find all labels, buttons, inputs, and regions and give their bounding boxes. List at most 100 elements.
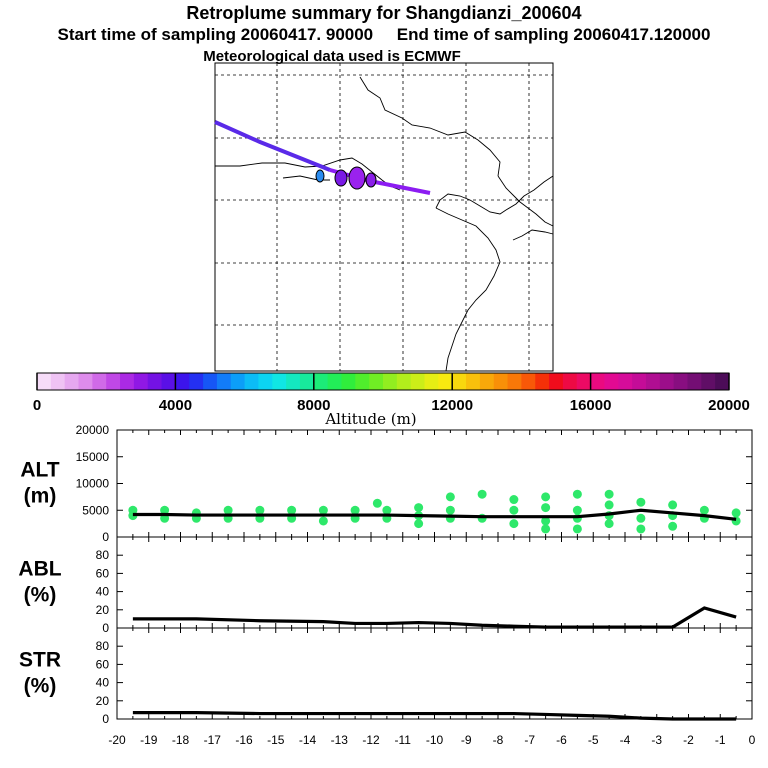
inner-border bbox=[282, 175, 330, 181]
x-tick-label: -3 bbox=[651, 733, 662, 747]
colorbar-swatch bbox=[521, 373, 536, 390]
trajectory-segment bbox=[214, 120, 331, 172]
colorbar-swatch bbox=[258, 373, 273, 390]
altitude-point bbox=[541, 516, 551, 526]
plume-blob bbox=[334, 169, 348, 187]
y-axis-title: (m) bbox=[24, 485, 57, 508]
y-tick-label: 60 bbox=[96, 566, 110, 580]
colorbar-swatch bbox=[618, 373, 633, 390]
x-tick-label: -20 bbox=[108, 733, 126, 747]
x-tick-label: -7 bbox=[524, 733, 535, 747]
x-tick-label: -16 bbox=[235, 733, 253, 747]
colorbar-swatch bbox=[549, 373, 564, 390]
sampling-time-line: Start time of sampling 20060417. 90000 E… bbox=[57, 25, 711, 44]
y-tick-label: 20 bbox=[96, 694, 110, 708]
colorbar-swatch bbox=[715, 373, 730, 390]
coastline-east bbox=[497, 175, 554, 227]
colorbar-swatch bbox=[479, 373, 495, 390]
colorbar-swatch bbox=[396, 373, 412, 390]
colorbar-swatch bbox=[299, 373, 315, 390]
panel-str: 0 20 40 60 80 STR (%) bbox=[19, 627, 753, 726]
colorbar-swatch bbox=[341, 373, 356, 390]
y-axis-title: (%) bbox=[24, 675, 57, 698]
y-tick-label: 80 bbox=[96, 548, 110, 562]
altitude-point bbox=[668, 521, 678, 531]
map-gridlines bbox=[215, 63, 553, 371]
y-tick-label: 20 bbox=[96, 603, 110, 617]
colorbar-swatch bbox=[410, 373, 426, 390]
series-line bbox=[132, 711, 737, 721]
colorbar-swatch bbox=[64, 373, 80, 390]
coastline-bay bbox=[435, 175, 554, 215]
colorbar-tick-label: 8000 bbox=[297, 397, 330, 414]
altitude-point bbox=[350, 505, 360, 515]
colorbar-swatch bbox=[92, 373, 107, 390]
y-tick-label: 40 bbox=[96, 676, 110, 690]
panel-frame bbox=[116, 627, 753, 720]
x-tick-label: 0 bbox=[749, 733, 756, 747]
colorbar-swatch bbox=[493, 373, 509, 390]
colorbar-swatch bbox=[535, 373, 550, 390]
y-tick-label: 40 bbox=[96, 585, 110, 599]
colorbar-swatch bbox=[272, 373, 287, 390]
y-tick-label: 0 bbox=[102, 712, 109, 726]
x-tick-label: -9 bbox=[461, 733, 472, 747]
trajectory-map bbox=[214, 62, 554, 372]
altitude-point bbox=[636, 497, 646, 507]
panel-frame bbox=[116, 536, 753, 629]
altitude-point bbox=[636, 513, 646, 523]
colorbar-swatch bbox=[106, 373, 121, 390]
x-tick-label: -17 bbox=[204, 733, 222, 747]
altitude-point bbox=[477, 489, 487, 499]
colorbar-swatch bbox=[673, 373, 688, 390]
coastline-south bbox=[435, 207, 501, 372]
colorbar-tick-label: 12000 bbox=[431, 397, 473, 414]
altitude-point bbox=[160, 505, 170, 515]
altitude-point bbox=[604, 500, 614, 510]
panel-abl: 0 20 40 60 80 ABL (%) bbox=[18, 536, 753, 635]
colorbar-swatch bbox=[50, 373, 66, 390]
colorbar-swatch bbox=[120, 373, 135, 390]
chart-title: Retroplume summary for Shangdianzi_20060… bbox=[186, 3, 582, 23]
altitude-point bbox=[509, 519, 519, 529]
x-tick-label: -11 bbox=[395, 733, 412, 747]
y-tick-label: 5000 bbox=[82, 503, 109, 517]
x-tick-label: -18 bbox=[172, 733, 190, 747]
colorbar-swatch bbox=[507, 373, 522, 390]
colorbar-swatch bbox=[590, 373, 605, 390]
x-tick-label: -10 bbox=[426, 733, 444, 747]
altitude-point bbox=[509, 495, 519, 505]
y-tick-label: 20000 bbox=[76, 423, 110, 437]
x-tick-label: -12 bbox=[362, 733, 380, 747]
plume-blob bbox=[365, 172, 377, 188]
colorbar-swatch bbox=[466, 373, 481, 390]
altitude-point bbox=[604, 519, 614, 529]
colorbar-swatch bbox=[286, 373, 301, 390]
colorbar-swatch bbox=[687, 373, 702, 390]
colorbar-tick-label: 4000 bbox=[159, 397, 192, 414]
colorbar-swatch bbox=[244, 373, 259, 390]
colorbar-swatch bbox=[37, 373, 52, 390]
altitude-point bbox=[223, 505, 233, 515]
colorbar-swatch bbox=[216, 373, 232, 390]
colorbar-swatch bbox=[659, 373, 675, 390]
altitude-point bbox=[128, 505, 138, 515]
x-tick-label: -5 bbox=[588, 733, 599, 747]
colorbar-swatch bbox=[438, 373, 453, 390]
colorbar-swatch bbox=[313, 373, 329, 390]
altitude-point bbox=[541, 492, 551, 502]
colorbar-swatch bbox=[604, 373, 619, 390]
altitude-point bbox=[668, 500, 678, 510]
colorbar-swatch bbox=[424, 373, 439, 390]
colorbar-swatch bbox=[562, 373, 578, 390]
x-tick-label: -14 bbox=[299, 733, 317, 747]
colorbar-swatch bbox=[189, 373, 204, 390]
y-axis-title: STR bbox=[19, 649, 61, 672]
altitude-point bbox=[318, 516, 328, 526]
meteorological-note: Meteorological data used is ECMWF bbox=[203, 48, 461, 65]
x-tick-label: -4 bbox=[620, 733, 631, 747]
colorbar-swatch bbox=[452, 373, 467, 390]
altitude-point bbox=[604, 489, 614, 499]
map-frame bbox=[214, 62, 554, 372]
